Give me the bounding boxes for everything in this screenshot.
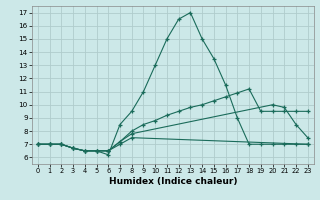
X-axis label: Humidex (Indice chaleur): Humidex (Indice chaleur) — [108, 177, 237, 186]
